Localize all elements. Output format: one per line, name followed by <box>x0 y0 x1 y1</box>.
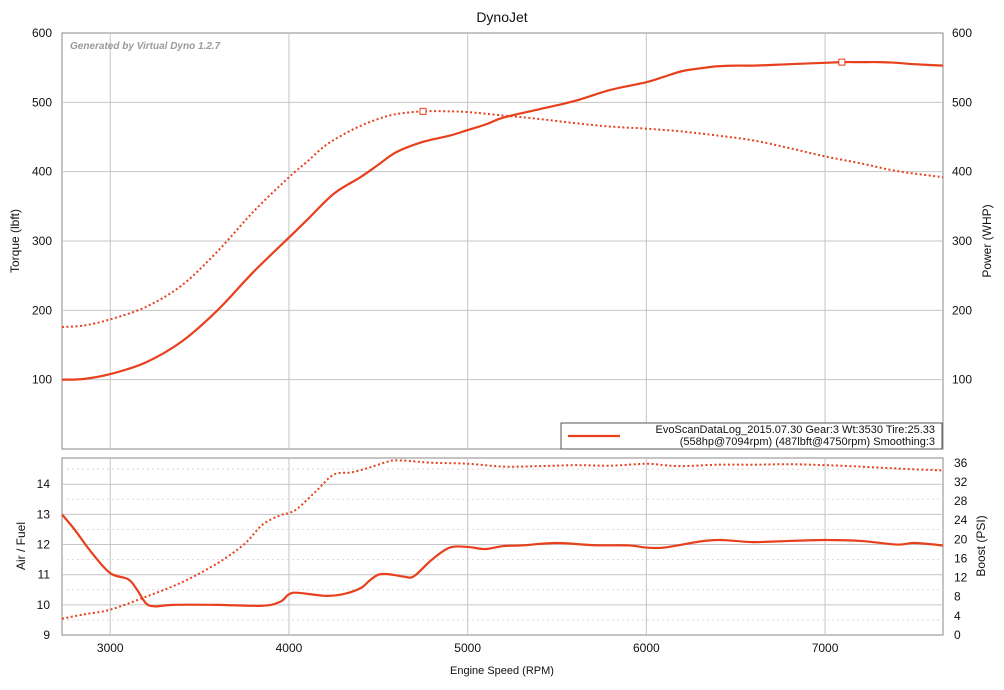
air-fuel-tick-label: 10 <box>37 598 51 612</box>
boost-tick-label: 20 <box>954 532 968 546</box>
rpm-tick-label: 6000 <box>633 641 660 655</box>
boost-axis-label: Boost (PSI) <box>974 515 988 576</box>
torque-tick-label: 600 <box>32 26 52 40</box>
torque-tick-label: 500 <box>32 95 52 109</box>
top-series-group <box>61 58 944 381</box>
torque-tick-label: 200 <box>32 303 52 317</box>
air-fuel-tick-label: 11 <box>38 568 51 582</box>
power-axis-label: Power (WHP) <box>980 204 994 277</box>
rpm-axis-label: Engine Speed (RPM) <box>450 665 554 677</box>
torque-tick-label: 400 <box>32 165 52 179</box>
torque-tick-label: 300 <box>32 234 52 248</box>
rpm-axis-ticks: 3000 4000 5000 6000 7000 <box>97 641 839 655</box>
top-panel: 100 200 300 400 500 600 100 200 300 400 500 600 Ge… <box>8 26 994 450</box>
rpm-tick-label: 4000 <box>276 641 303 655</box>
rpm-tick-label: 7000 <box>812 641 839 655</box>
air-fuel-tick-label: 9 <box>43 628 50 642</box>
power-axis-ticks: 100 200 300 400 500 600 <box>952 26 972 387</box>
bottom-panel: 9 10 11 12 13 14 0 4 8 12 16 20 24 28 32 36 3000 4000 50… <box>14 456 988 677</box>
power-tick-label: 500 <box>952 95 972 109</box>
top-gridlines <box>62 33 943 449</box>
boost-tick-label: 8 <box>954 590 961 604</box>
legend-box <box>560 422 943 450</box>
chart-title: DynoJet <box>476 9 527 25</box>
air-fuel-tick-label: 14 <box>37 477 51 491</box>
torque-peak-marker <box>419 107 427 115</box>
legend-line2: (558hp@7094rpm) (487lbft@4750rpm) Smooth… <box>680 436 935 448</box>
air-fuel-tick-label: 13 <box>37 507 51 521</box>
boost-tick-label: 16 <box>954 551 968 565</box>
power-peak-marker <box>838 58 846 66</box>
power-tick-label: 200 <box>952 303 972 317</box>
boost-curve <box>61 459 944 620</box>
watermark-text: Generated by Virtual Dyno 1.2.7 <box>70 41 221 52</box>
power-tick-label: 300 <box>952 234 972 248</box>
air-fuel-axis-label: Air / Fuel <box>14 522 28 570</box>
air-fuel-tick-label: 12 <box>37 538 51 552</box>
boost-tick-label: 0 <box>954 628 961 642</box>
power-curve <box>61 60 944 381</box>
torque-tick-label: 100 <box>32 373 52 387</box>
rpm-tick-label: 5000 <box>454 641 481 655</box>
torque-axis-ticks: 100 200 300 400 500 600 <box>32 26 52 387</box>
boost-tick-label: 32 <box>954 475 968 489</box>
boost-tick-label: 28 <box>954 494 968 508</box>
legend-line1: EvoScanDataLog_2015.07.30 Gear:3 Wt:3530… <box>656 424 935 436</box>
air-fuel-axis-ticks: 9 10 11 12 13 14 <box>37 477 51 642</box>
air_fuel-curve <box>61 513 944 608</box>
torque-axis-label: Torque (lbft) <box>8 209 22 273</box>
legend: EvoScanDataLog_2015.07.30 Gear:3 Wt:3530… <box>560 422 943 450</box>
power-tick-label: 400 <box>952 165 972 179</box>
power-tick-label: 100 <box>952 373 972 387</box>
bottom-series-group <box>61 459 944 620</box>
boost-axis-ticks: 0 4 8 12 16 20 24 28 32 36 <box>954 456 968 642</box>
boost-tick-label: 4 <box>954 609 961 623</box>
boost-tick-label: 36 <box>954 456 968 470</box>
power-tick-label: 600 <box>952 26 972 40</box>
boost-tick-label: 24 <box>954 513 968 527</box>
rpm-tick-label: 3000 <box>97 641 124 655</box>
boost-tick-label: 12 <box>954 571 968 585</box>
